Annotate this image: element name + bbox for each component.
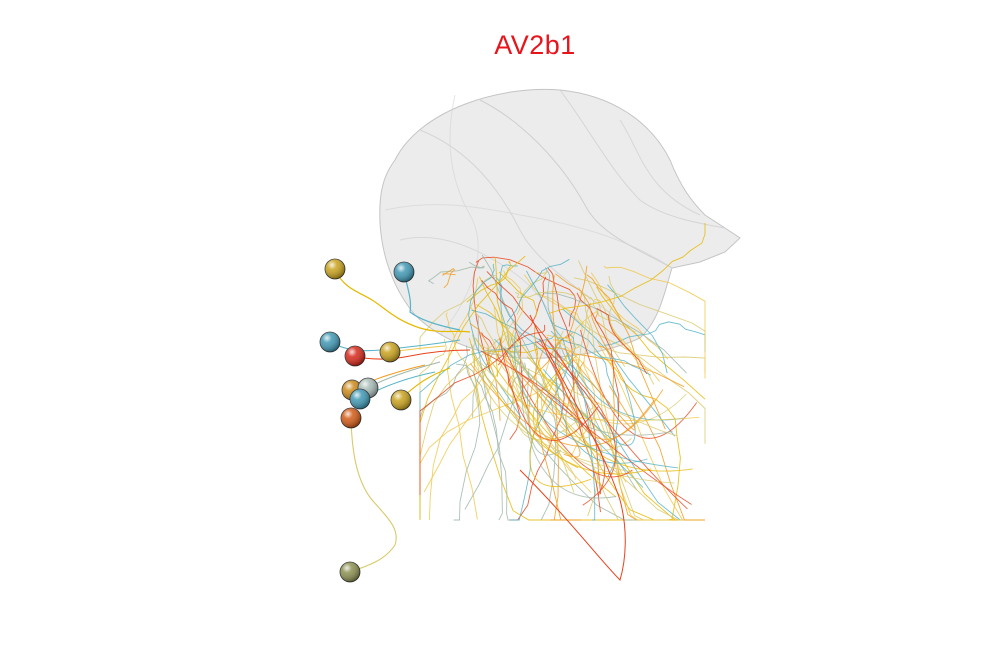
neurite-branch [563, 347, 636, 431]
soma-sphere-icon [339, 561, 361, 583]
neurite-branch [590, 272, 669, 360]
neurite-branch [471, 344, 655, 521]
neurite-branch [523, 274, 585, 332]
neurite-branch [499, 338, 599, 441]
neurite-branch [596, 351, 681, 521]
soma-sphere-icon [393, 261, 415, 283]
neurite-branch [607, 284, 668, 374]
soma-sphere-icon [340, 407, 362, 429]
neurite-branch [576, 292, 620, 417]
neurite-branch [471, 309, 705, 521]
figure-title: AV2b1 [494, 30, 576, 60]
neurite-branch [419, 359, 581, 500]
neurite-branch [427, 261, 485, 285]
neurite-branch [603, 265, 706, 379]
soma-sphere-icon [324, 258, 346, 280]
neurite-branch [456, 363, 509, 521]
neurite-branch [570, 320, 596, 457]
neurite-branch [513, 332, 679, 469]
neurite-branch [527, 368, 562, 456]
neurite-branch [471, 334, 492, 410]
neurite-branch [509, 333, 576, 521]
neurite-branch [555, 332, 685, 388]
neurite-branch [489, 363, 700, 421]
neurite-branch [555, 338, 671, 521]
neurite-branch [428, 331, 510, 521]
neurite-branch [504, 346, 687, 425]
neurite-branch [516, 270, 548, 315]
neurite-branch [528, 336, 578, 440]
neurite-branch [512, 333, 600, 441]
primary-neurite [353, 349, 471, 360]
neurite-branch [502, 318, 705, 521]
neurite-branch [541, 330, 675, 484]
primary-neurite [519, 314, 626, 581]
soma-sphere-icon [344, 345, 366, 367]
neurite-branch [573, 302, 619, 521]
neurite-branch [472, 260, 491, 373]
neurite-branch [519, 361, 617, 499]
soma-sphere-icon [379, 341, 401, 363]
neurite-branch [526, 270, 596, 521]
neurite-branch [548, 223, 706, 314]
neurite-branch [510, 337, 673, 436]
soma-sphere-icon [390, 389, 412, 411]
neurite-branch [419, 321, 514, 456]
neurite-branch [468, 263, 522, 419]
primary-neurite [334, 269, 471, 333]
neuropil-mesh [379, 88, 741, 359]
neurite-branch [580, 329, 698, 439]
neurite-branch [554, 352, 664, 440]
soma-sphere-icon [349, 388, 371, 410]
neurite-branch [477, 315, 503, 521]
soma-sphere-icon [319, 331, 341, 353]
neurite-branch [555, 273, 705, 521]
neurite-branch [512, 367, 692, 505]
neurite-branch [475, 256, 576, 327]
neurite-branch [579, 291, 636, 333]
neuron-arbors [419, 223, 706, 521]
neurite-branch [480, 344, 678, 437]
neurite-branch [542, 369, 636, 446]
neurite-branch [481, 254, 557, 521]
neurite-branch [550, 275, 581, 521]
neurite-branch [442, 268, 456, 289]
neurite-branch [453, 364, 481, 521]
neurite-branch [556, 341, 576, 394]
neurite-branch [445, 312, 479, 406]
primary-neurite [403, 271, 461, 331]
neurite-branch [466, 260, 512, 303]
neurite-branch [478, 276, 527, 407]
primary-neurite [349, 419, 397, 573]
neurite-branch [515, 291, 576, 299]
neurite-branch [419, 334, 556, 420]
neurite-branch [596, 307, 648, 375]
neurite-branch [479, 361, 576, 481]
neurite-branch [544, 267, 638, 491]
neurite-branch [586, 274, 666, 430]
neurite-branch [539, 338, 584, 427]
somata-group [319, 258, 415, 583]
neurite-branch [550, 330, 652, 376]
neurite-branch [475, 358, 638, 474]
neurite-branch [596, 286, 706, 400]
neurite-branch [546, 339, 688, 510]
neurite-branch [498, 271, 538, 318]
neurite-branch [474, 337, 617, 498]
neurite-branch [503, 348, 633, 478]
neurite-branch [505, 359, 581, 458]
neurite-branch [506, 258, 570, 323]
neurite-branch [573, 277, 706, 338]
neurite-branch [546, 334, 581, 365]
neurite-branch [529, 354, 592, 488]
